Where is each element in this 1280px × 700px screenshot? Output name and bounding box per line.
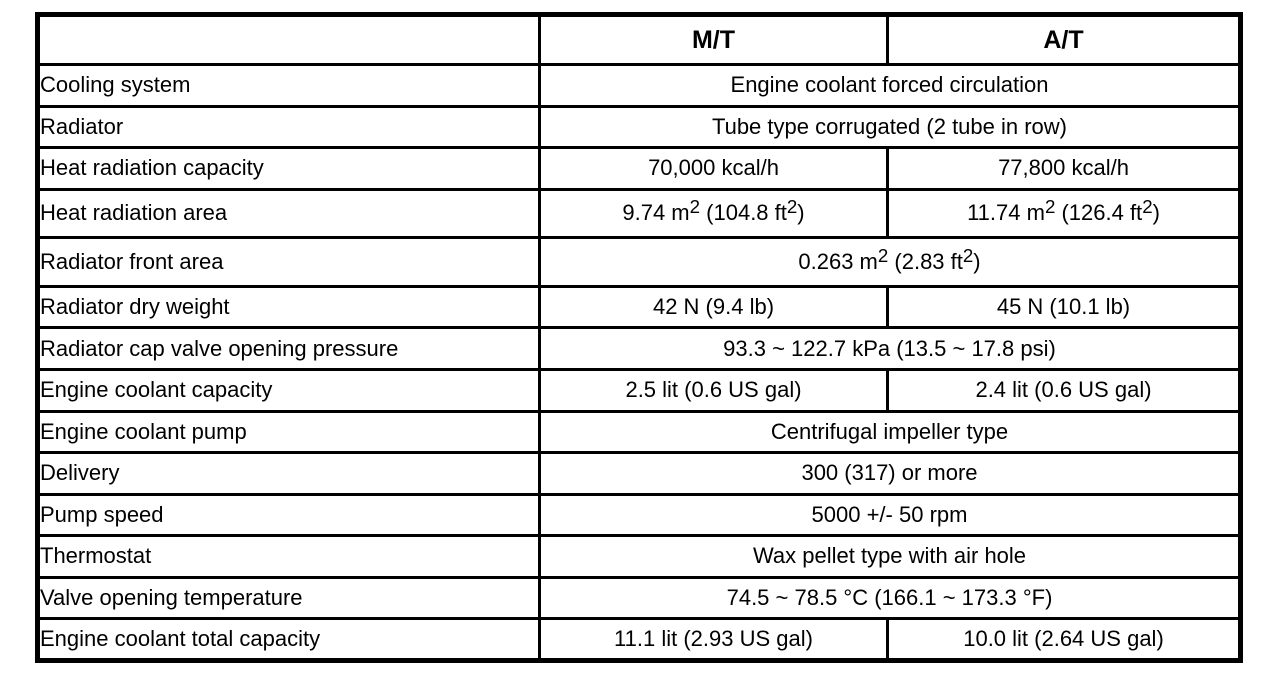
cell-span-cooling-system: Engine coolant forced circulation bbox=[538, 63, 1242, 108]
cell-span-delivery: 300 (317) or more bbox=[538, 451, 1242, 496]
table-row: Radiator front area 0.263 m2 (2.83 ft2) bbox=[36, 236, 1242, 288]
cell-span-radiator-cap-valve-opening-pressure: 93.3 ~ 122.7 kPa (13.5 ~ 17.8 psi) bbox=[538, 326, 1242, 371]
table-row: Pump speed 5000 +/- 50 rpm bbox=[36, 492, 1242, 538]
cell-at-engine-coolant-capacity: 2.4 lit (0.6 US gal) bbox=[886, 368, 1242, 413]
specifications-table: M/T A/T Cooling system Engine coolant fo… bbox=[35, 12, 1243, 663]
row-label-delivery: Delivery bbox=[36, 451, 541, 496]
row-label-heat-radiation-area: Heat radiation area bbox=[36, 187, 541, 240]
cell-at-engine-coolant-total-capacity: 10.0 lit (2.64 US gal) bbox=[886, 617, 1242, 662]
table-row: Thermostat Wax pellet type with air hole bbox=[36, 534, 1242, 579]
row-label-radiator: Radiator bbox=[36, 104, 541, 150]
cell-span-radiator: Tube type corrugated (2 tube in row) bbox=[538, 104, 1242, 150]
header-empty-cell bbox=[36, 13, 541, 66]
cell-span-engine-coolant-pump: Centrifugal impeller type bbox=[538, 409, 1242, 455]
row-label-engine-coolant-capacity: Engine coolant capacity bbox=[36, 368, 541, 413]
column-header-at: A/T bbox=[886, 13, 1242, 66]
row-label-radiator-cap-valve-opening-pressure: Radiator cap valve opening pressure bbox=[36, 326, 541, 371]
header-row: M/T A/T bbox=[36, 13, 1242, 66]
cell-mt-engine-coolant-capacity: 2.5 lit (0.6 US gal) bbox=[538, 368, 889, 413]
cell-span-valve-opening-temperature: 74.5 ~ 78.5 °C (166.1 ~ 173.3 °F) bbox=[538, 575, 1242, 621]
column-header-mt: M/T bbox=[538, 13, 889, 66]
row-label-cooling-system: Cooling system bbox=[36, 63, 541, 108]
table-row: Heat radiation area 9.74 m2 (104.8 ft2) … bbox=[36, 187, 1242, 240]
cell-at-heat-radiation-capacity: 77,800 kcal/h bbox=[886, 146, 1242, 191]
cell-at-radiator-dry-weight: 45 N (10.1 lb) bbox=[886, 284, 1242, 330]
row-label-engine-coolant-pump: Engine coolant pump bbox=[36, 409, 541, 455]
row-label-valve-opening-temperature: Valve opening temperature bbox=[36, 575, 541, 621]
table-row: Cooling system Engine coolant forced cir… bbox=[36, 63, 1242, 108]
table-row: Radiator dry weight 42 N (9.4 lb) 45 N (… bbox=[36, 284, 1242, 330]
table-row: Engine coolant capacity 2.5 lit (0.6 US … bbox=[36, 368, 1242, 413]
cell-mt-engine-coolant-total-capacity: 11.1 lit (2.93 US gal) bbox=[538, 617, 889, 662]
cell-mt-heat-radiation-capacity: 70,000 kcal/h bbox=[538, 146, 889, 191]
cell-span-pump-speed: 5000 +/- 50 rpm bbox=[538, 492, 1242, 538]
row-label-pump-speed: Pump speed bbox=[36, 492, 541, 538]
row-label-thermostat: Thermostat bbox=[36, 534, 541, 579]
cell-span-thermostat: Wax pellet type with air hole bbox=[538, 534, 1242, 579]
cell-at-heat-radiation-area: 11.74 m2 (126.4 ft2) bbox=[886, 187, 1242, 240]
table-row: Valve opening temperature 74.5 ~ 78.5 °C… bbox=[36, 575, 1242, 621]
table-row: Delivery 300 (317) or more bbox=[36, 451, 1242, 496]
table-row: Engine coolant total capacity 11.1 lit (… bbox=[36, 617, 1242, 662]
cell-mt-heat-radiation-area: 9.74 m2 (104.8 ft2) bbox=[538, 187, 889, 240]
cell-mt-radiator-dry-weight: 42 N (9.4 lb) bbox=[538, 284, 889, 330]
table-row: Radiator Tube type corrugated (2 tube in… bbox=[36, 104, 1242, 150]
cell-span-radiator-front-area: 0.263 m2 (2.83 ft2) bbox=[538, 236, 1242, 288]
row-label-radiator-front-area: Radiator front area bbox=[36, 236, 541, 288]
row-label-radiator-dry-weight: Radiator dry weight bbox=[36, 284, 541, 330]
table-row: Heat radiation capacity 70,000 kcal/h 77… bbox=[36, 146, 1242, 191]
row-label-engine-coolant-total-capacity: Engine coolant total capacity bbox=[36, 617, 541, 662]
table-row: Radiator cap valve opening pressure 93.3… bbox=[36, 326, 1242, 371]
table-row: Engine coolant pump Centrifugal impeller… bbox=[36, 409, 1242, 455]
row-label-heat-radiation-capacity: Heat radiation capacity bbox=[36, 146, 541, 191]
